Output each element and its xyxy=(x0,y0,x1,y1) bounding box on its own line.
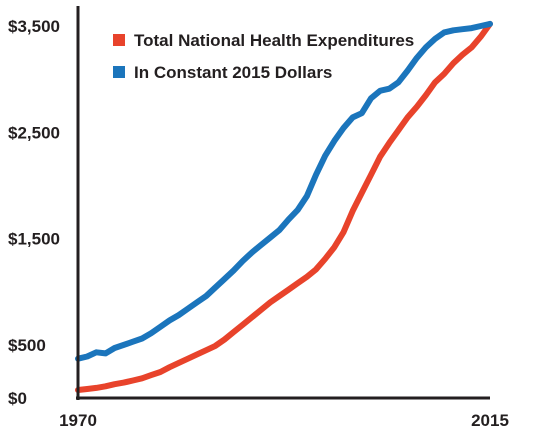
y-tick-label: $500 xyxy=(8,336,46,355)
y-tick-label: $1,500 xyxy=(8,230,60,249)
y-tick-label: $0 xyxy=(8,389,27,408)
series-layer xyxy=(75,20,493,393)
y-tick-label: $2,500 xyxy=(8,123,60,142)
legend-swatch xyxy=(113,66,125,78)
y-axis-ticks: $3,500 $2,500 $1,500 $500 $0 xyxy=(8,17,60,408)
legend-label: Total National Health Expenditures xyxy=(134,31,414,50)
legend-label: In Constant 2015 Dollars xyxy=(134,63,332,82)
series-line-1 xyxy=(75,20,493,362)
x-tick-label: 1970 xyxy=(59,411,97,430)
y-tick-label: $3,500 xyxy=(8,17,60,36)
x-tick-label: 2015 xyxy=(471,411,509,430)
x-axis-ticks: 1970 2015 xyxy=(59,411,509,430)
legend-swatch xyxy=(113,34,125,46)
series-line-0 xyxy=(75,20,493,393)
legend: Total National Health Expenditures In Con… xyxy=(113,31,414,82)
